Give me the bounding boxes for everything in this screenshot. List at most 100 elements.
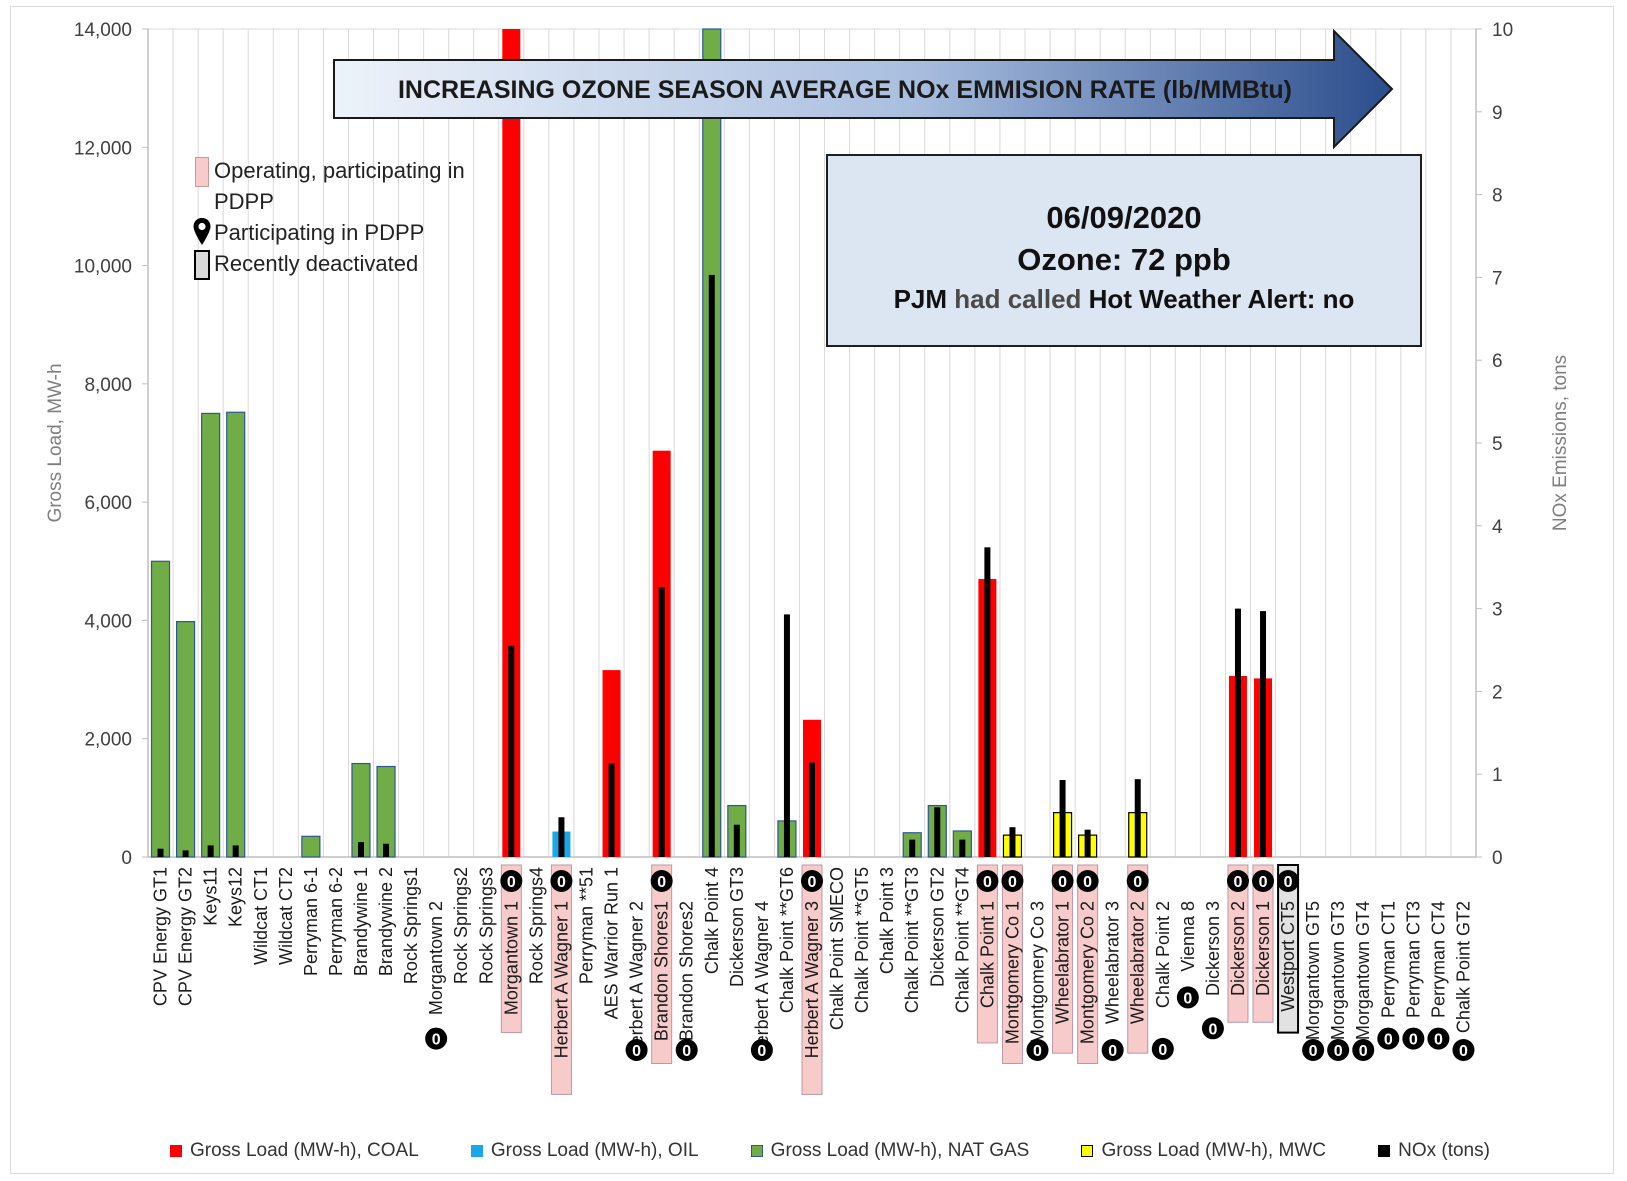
nox-bar	[783, 614, 790, 857]
category-label: Montgomery Co 3	[1028, 901, 1048, 1044]
y2-tick-label: 1	[1492, 765, 1503, 786]
info-date: 06/09/2020	[1046, 200, 1202, 235]
series-legend-gas: Gross Load (MW-h), NAT GAS	[750, 1140, 1029, 1162]
gross-load-bar	[175, 621, 196, 858]
legend-operating-pdpp-label: Operating, participating in PDPP	[214, 158, 465, 214]
nox-swatch-icon	[1378, 1145, 1391, 1157]
pdpp-highlight	[801, 864, 823, 1095]
zero-mark-icon	[650, 870, 673, 892]
pink-swatch-icon	[190, 155, 214, 187]
nox-bar	[558, 817, 565, 857]
category-label: Herbert A Wagner 4	[752, 901, 772, 1058]
category-label: Chalk Point **GT4	[952, 867, 972, 1013]
zero-mark-icon	[1252, 870, 1275, 892]
pdpp-highlight	[1077, 864, 1099, 1064]
nox-bar	[383, 843, 390, 857]
category-label: Montgomery Co 2	[1078, 901, 1098, 1044]
category-label: Morgantown 1	[501, 901, 521, 1015]
category-label: Brandon Shores2	[677, 901, 697, 1041]
y-tick-label: 4,000	[84, 611, 132, 632]
y-tick-label: 10,000	[74, 257, 132, 278]
category-label: Perryman CT3	[1403, 901, 1423, 1018]
nox-bar	[1134, 779, 1141, 857]
category-label: Dickerson 3	[1203, 901, 1223, 996]
category-label: Chalk Point 1	[977, 901, 997, 1008]
nox-bar	[1009, 827, 1016, 857]
zero-mark-label: 0	[1058, 874, 1067, 891]
category-label: Dickerson GT2	[927, 867, 947, 987]
nox-bar	[608, 763, 615, 857]
nox-bar	[232, 845, 239, 857]
nox-bar	[708, 274, 715, 857]
zero-mark-label: 0	[808, 874, 817, 891]
zero-mark-icon	[1176, 986, 1199, 1009]
category-label: Chalk Point 2	[1153, 901, 1173, 1008]
zero-mark-label: 0	[1208, 1021, 1217, 1038]
category-label: Wildcat CT2	[276, 867, 296, 965]
category-label: Wheelabrator 1	[1053, 901, 1073, 1024]
zero-mark-icon	[1051, 870, 1074, 892]
category-label: Morgantown GT4	[1353, 901, 1373, 1040]
y2-tick-label: 4	[1492, 517, 1503, 538]
zero-mark-icon	[1151, 1037, 1174, 1060]
zero-mark-icon	[425, 1027, 448, 1050]
y-tick-label: 2,000	[84, 730, 132, 751]
zero-mark-label: 0	[432, 1032, 441, 1049]
nox-bar	[508, 645, 515, 857]
y-axis-title: Gross Load, MW-h	[45, 363, 66, 522]
pdpp-highlight	[500, 864, 522, 1034]
category-label: Chalk Point GT2	[1453, 901, 1473, 1033]
coal-swatch-icon	[170, 1145, 182, 1157]
zero-mark-label: 0	[1234, 874, 1243, 891]
zero-mark-icon	[1201, 1017, 1224, 1040]
pdpp-highlight	[1052, 864, 1074, 1054]
zero-mark-icon	[1226, 870, 1249, 892]
series-legend-nox: NOx (tons)	[1378, 1140, 1490, 1162]
zero-mark-icon	[1352, 1039, 1375, 1061]
category-label: Perryman CT4	[1428, 901, 1448, 1018]
gross-load-bar	[226, 411, 246, 858]
zero-mark-label: 0	[1133, 874, 1142, 891]
nox-bar	[1260, 611, 1267, 857]
nox-bar	[809, 762, 815, 857]
zero-mark-label: 0	[1284, 874, 1293, 891]
nox-bar	[182, 850, 189, 857]
zero-mark-label: 0	[1409, 1032, 1418, 1049]
pdpp-highlight	[1127, 864, 1149, 1054]
nox-bar	[1234, 608, 1241, 857]
zero-mark-label: 0	[682, 1043, 691, 1060]
y-tick-label: 8,000	[84, 375, 132, 396]
nox-bar	[909, 839, 916, 857]
category-label: Wildcat CT1	[251, 867, 271, 965]
y2-tick-label: 5	[1492, 434, 1503, 455]
zero-mark-label: 0	[757, 1043, 766, 1060]
category-label: Brandywine 2	[376, 867, 396, 976]
gross-load-bar	[301, 835, 321, 858]
nox-bar	[959, 839, 966, 857]
category-label: AES Warrior Run 1	[602, 867, 622, 1019]
map-pin-icon	[190, 217, 214, 247]
zero-mark-icon	[1377, 1027, 1400, 1050]
category-label: CPV Energy GT2	[176, 867, 196, 1006]
category-label: Morgantown GT5	[1303, 901, 1323, 1040]
pdpp-highlight	[550, 864, 572, 1095]
zero-mark-label: 0	[507, 874, 516, 891]
gross-load-bar	[376, 765, 396, 858]
zero-mark-label: 0	[657, 874, 666, 891]
oil-swatch-icon	[470, 1145, 483, 1157]
y-tick-label: 0	[121, 848, 132, 869]
nox-bar	[1059, 779, 1066, 857]
zero-mark-icon	[625, 1039, 648, 1061]
info-hot-weather-suffix: Hot Weather Alert: no	[1081, 284, 1355, 314]
banner-text: INCREASING OZONE SEASON AVERAGE NOx EMMI…	[398, 76, 1292, 104]
zero-mark-icon	[801, 870, 823, 892]
y2-tick-label: 3	[1492, 600, 1503, 621]
y2-tick-label: 9	[1492, 103, 1503, 124]
zero-mark-label: 0	[1183, 990, 1192, 1007]
category-label: Vienna 8	[1178, 901, 1198, 972]
series-legend-oil-label: Gross Load (MW-h), OIL	[490, 1140, 699, 1161]
zero-mark-icon	[1101, 1039, 1124, 1061]
legend-recently-deactivated: Recently deactivated	[190, 248, 520, 280]
